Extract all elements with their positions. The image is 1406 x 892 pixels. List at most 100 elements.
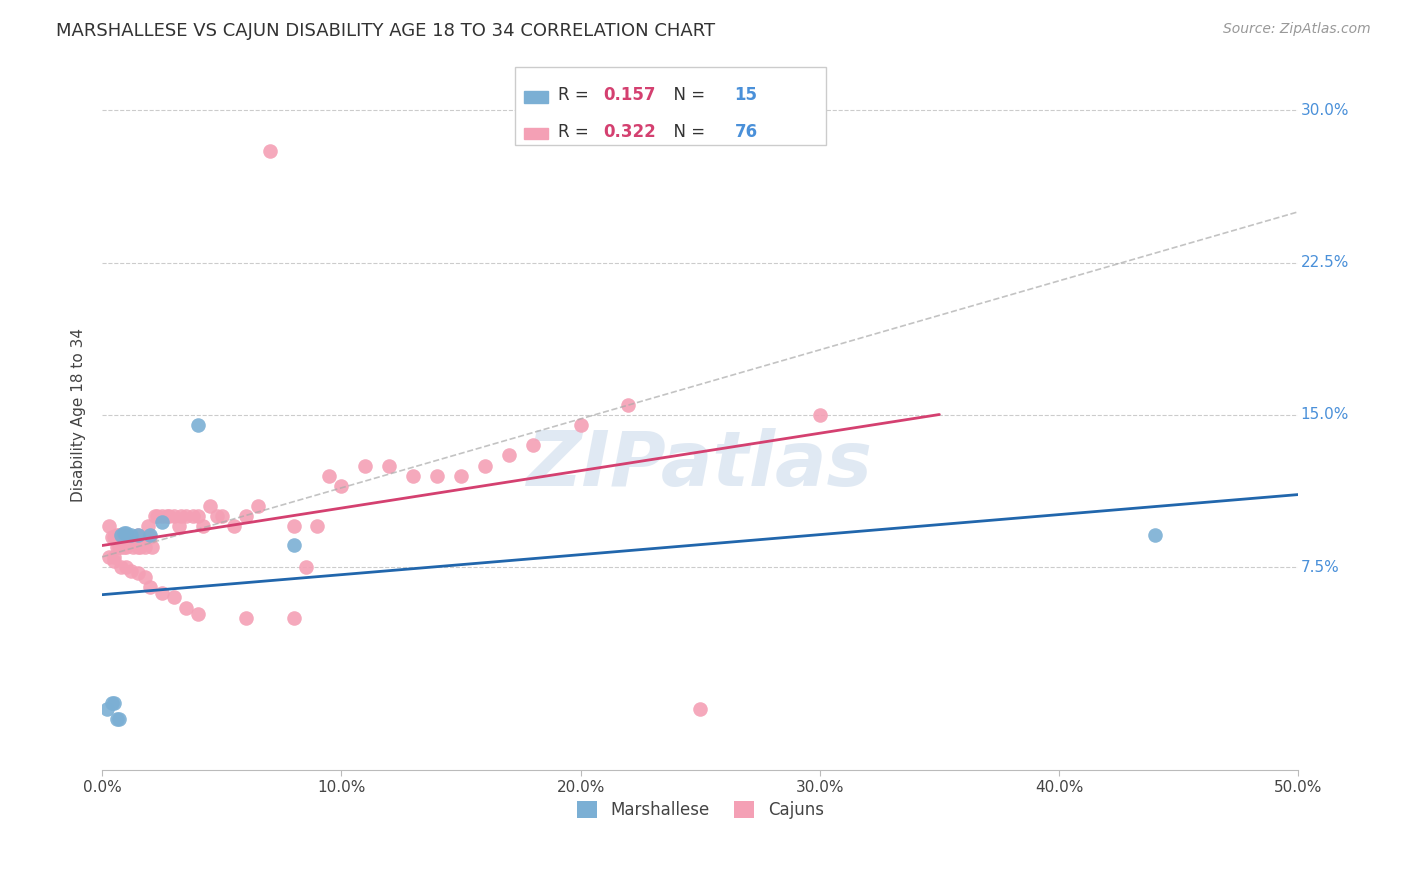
Point bbox=[156, 509, 179, 524]
Point bbox=[103, 554, 125, 568]
Point bbox=[283, 611, 305, 625]
Point bbox=[617, 398, 640, 412]
Point bbox=[108, 540, 131, 554]
Point bbox=[205, 509, 228, 524]
Point bbox=[139, 580, 162, 594]
Text: Source: ZipAtlas.com: Source: ZipAtlas.com bbox=[1223, 22, 1371, 37]
Point bbox=[103, 696, 125, 710]
Point bbox=[318, 468, 340, 483]
Point bbox=[174, 600, 197, 615]
Point bbox=[402, 468, 425, 483]
Text: 22.5%: 22.5% bbox=[1301, 255, 1348, 270]
Bar bbox=[524, 128, 548, 139]
Point bbox=[330, 479, 353, 493]
Point bbox=[115, 527, 138, 541]
Point bbox=[103, 549, 125, 564]
Bar bbox=[524, 91, 548, 103]
Point bbox=[139, 530, 162, 544]
Point bbox=[150, 586, 173, 600]
Point bbox=[132, 530, 155, 544]
Point bbox=[187, 509, 209, 524]
Point bbox=[112, 527, 135, 541]
Point bbox=[101, 530, 124, 544]
Point bbox=[235, 509, 257, 524]
Text: 15: 15 bbox=[734, 86, 758, 104]
Point bbox=[101, 696, 124, 710]
Text: N =: N = bbox=[662, 86, 710, 104]
Point bbox=[150, 509, 173, 524]
Point bbox=[122, 540, 145, 554]
Point bbox=[146, 509, 169, 524]
Text: R =: R = bbox=[558, 123, 593, 141]
Point bbox=[167, 519, 190, 533]
Y-axis label: Disability Age 18 to 34: Disability Age 18 to 34 bbox=[72, 327, 86, 502]
Point bbox=[120, 564, 142, 578]
Text: 76: 76 bbox=[734, 123, 758, 141]
Point bbox=[187, 607, 209, 621]
Point bbox=[307, 519, 329, 533]
Text: MARSHALLESE VS CAJUN DISABILITY AGE 18 TO 34 CORRELATION CHART: MARSHALLESE VS CAJUN DISABILITY AGE 18 T… bbox=[56, 22, 716, 40]
Point bbox=[105, 540, 128, 554]
Text: R =: R = bbox=[558, 86, 593, 104]
Point bbox=[246, 499, 269, 513]
Point bbox=[211, 509, 233, 524]
Point bbox=[181, 509, 204, 524]
Point bbox=[198, 499, 221, 513]
Point bbox=[125, 530, 148, 544]
Point bbox=[117, 530, 139, 544]
Point bbox=[108, 527, 131, 541]
Point bbox=[174, 509, 197, 524]
Point bbox=[115, 560, 138, 574]
Text: 30.0%: 30.0% bbox=[1301, 103, 1348, 118]
Point bbox=[127, 527, 149, 541]
Text: 7.5%: 7.5% bbox=[1301, 559, 1340, 574]
Point bbox=[222, 519, 245, 533]
Point bbox=[150, 516, 173, 530]
Legend: Marshallese, Cajuns: Marshallese, Cajuns bbox=[569, 794, 831, 826]
Point bbox=[110, 527, 132, 541]
Point bbox=[96, 702, 118, 716]
Point bbox=[689, 702, 711, 716]
Point bbox=[294, 560, 316, 574]
Point bbox=[105, 527, 128, 541]
Point bbox=[98, 519, 121, 533]
Point bbox=[283, 538, 305, 552]
Point bbox=[108, 712, 131, 726]
Point bbox=[127, 540, 149, 554]
Text: 0.157: 0.157 bbox=[603, 86, 655, 104]
Point bbox=[1143, 527, 1166, 541]
Point bbox=[127, 566, 149, 581]
Point bbox=[187, 417, 209, 432]
Point bbox=[110, 527, 132, 541]
Point bbox=[426, 468, 449, 483]
Point bbox=[170, 509, 193, 524]
Point bbox=[141, 540, 163, 554]
Point bbox=[163, 591, 186, 605]
Point bbox=[354, 458, 377, 473]
Point bbox=[498, 449, 520, 463]
Point bbox=[569, 417, 592, 432]
Point bbox=[808, 408, 831, 422]
Point bbox=[163, 509, 186, 524]
Point bbox=[235, 611, 257, 625]
FancyBboxPatch shape bbox=[515, 67, 825, 145]
Point bbox=[120, 530, 142, 544]
Point bbox=[139, 527, 162, 541]
Point bbox=[259, 144, 281, 158]
Point bbox=[134, 570, 156, 584]
Point bbox=[143, 509, 166, 524]
Point bbox=[157, 509, 180, 524]
Text: 0.322: 0.322 bbox=[603, 123, 655, 141]
Point bbox=[105, 712, 128, 726]
Point bbox=[522, 438, 544, 452]
Point bbox=[98, 549, 121, 564]
Point bbox=[136, 519, 159, 533]
Point bbox=[134, 540, 156, 554]
Text: 15.0%: 15.0% bbox=[1301, 408, 1348, 422]
Point bbox=[191, 519, 214, 533]
Point bbox=[474, 458, 496, 473]
Text: ZIPatlas: ZIPatlas bbox=[527, 427, 873, 501]
Text: N =: N = bbox=[662, 123, 710, 141]
Point bbox=[450, 468, 472, 483]
Point bbox=[115, 540, 138, 554]
